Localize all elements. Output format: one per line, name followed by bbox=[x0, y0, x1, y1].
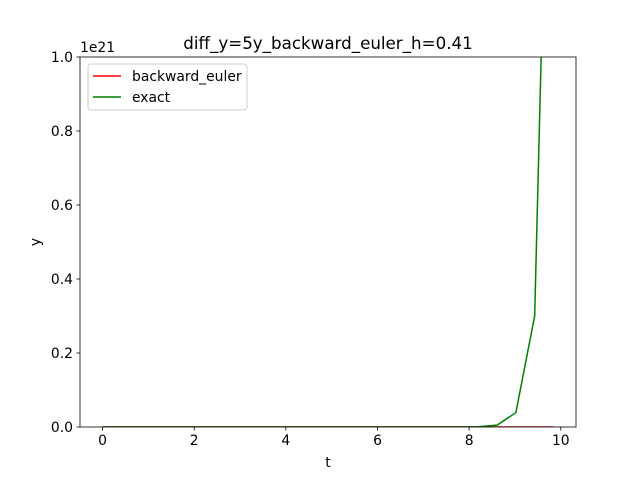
x-tick-label: 6 bbox=[373, 433, 382, 449]
chart-title: diff_y=5y_backward_euler_h=0.41 bbox=[183, 33, 472, 54]
legend-box bbox=[87, 63, 248, 111]
x-tick-label: 2 bbox=[190, 433, 199, 449]
y-offset-label: 1e21 bbox=[80, 40, 115, 56]
y-tick-label: 0.6 bbox=[51, 198, 73, 214]
y-tick-label: 0.8 bbox=[51, 124, 73, 140]
x-axis-label: t bbox=[325, 455, 331, 471]
x-tick-label: 0 bbox=[98, 433, 107, 449]
x-tick-label: 10 bbox=[552, 433, 570, 449]
y-tick-label: 0.2 bbox=[51, 346, 73, 362]
legend-label: exact bbox=[132, 90, 171, 106]
x-tick-label: 4 bbox=[281, 433, 290, 449]
legend-label: backward_euler bbox=[132, 69, 242, 85]
y-tick-label: 1.0 bbox=[51, 50, 73, 66]
y-axis-label: y bbox=[28, 238, 44, 246]
axes-frame bbox=[79, 56, 577, 428]
y-tick-label: 0.4 bbox=[51, 272, 73, 288]
x-tick-label: 8 bbox=[465, 433, 474, 449]
y-tick-label: 0.0 bbox=[51, 420, 73, 436]
